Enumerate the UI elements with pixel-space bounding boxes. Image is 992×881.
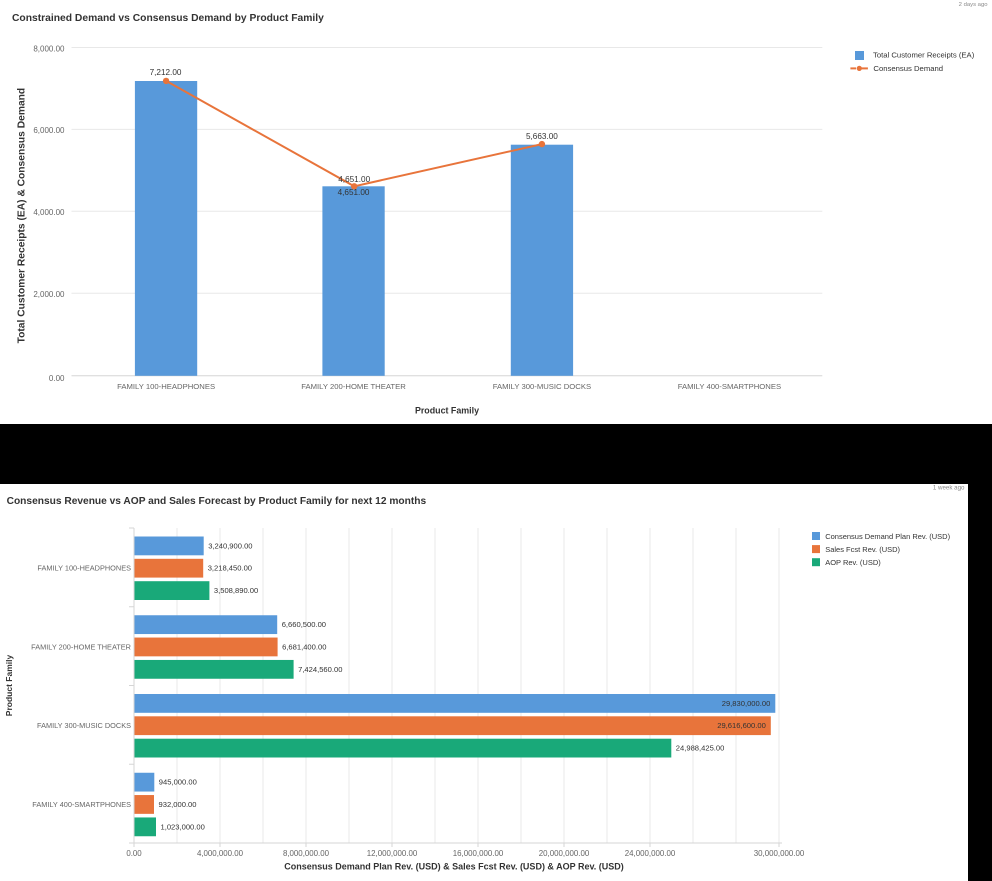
svg-text:Total Customer Receipts (EA): Total Customer Receipts (EA) xyxy=(873,50,975,59)
svg-text:945,000.00: 945,000.00 xyxy=(159,777,197,786)
svg-text:Total Customer Receipts (EA) &: Total Customer Receipts (EA) & Consensus… xyxy=(17,88,28,344)
svg-text:Consensus Revenue vs AOP and S: Consensus Revenue vs AOP and Sales Forec… xyxy=(7,496,427,507)
svg-text:0.00: 0.00 xyxy=(49,374,65,383)
svg-text:3,508,890.00: 3,508,890.00 xyxy=(214,586,258,595)
svg-text:0.00: 0.00 xyxy=(126,849,142,858)
svg-text:1 week ago: 1 week ago xyxy=(933,484,965,491)
svg-text:FAMILY 100-HEADPHONES: FAMILY 100-HEADPHONES xyxy=(37,563,131,572)
svg-text:Consensus Demand Plan Rev. (US: Consensus Demand Plan Rev. (USD) & Sales… xyxy=(284,861,624,871)
svg-text:6,681,400.00: 6,681,400.00 xyxy=(282,642,326,651)
svg-text:FAMILY 100-HEADPHONES: FAMILY 100-HEADPHONES xyxy=(117,382,215,391)
svg-text:4,651.00: 4,651.00 xyxy=(338,188,370,197)
svg-text:Sales Fcst Rev. (USD): Sales Fcst Rev. (USD) xyxy=(825,544,900,553)
svg-text:FAMILY 200-HOME THEATER: FAMILY 200-HOME THEATER xyxy=(301,382,406,391)
svg-text:3,218,450.00: 3,218,450.00 xyxy=(208,563,252,572)
svg-text:932,000.00: 932,000.00 xyxy=(159,800,197,809)
svg-text:4,000,000.00: 4,000,000.00 xyxy=(197,849,244,858)
svg-text:24,000,000.00: 24,000,000.00 xyxy=(625,849,676,858)
svg-text:FAMILY 300-MUSIC DOCKS: FAMILY 300-MUSIC DOCKS xyxy=(37,721,131,730)
svg-text:1,023,000.00: 1,023,000.00 xyxy=(161,822,205,831)
svg-text:6,000.00: 6,000.00 xyxy=(33,126,65,135)
svg-text:Product Family: Product Family xyxy=(415,406,479,416)
svg-text:16,000,000.00: 16,000,000.00 xyxy=(453,849,504,858)
svg-text:FAMILY 200-HOME THEATER: FAMILY 200-HOME THEATER xyxy=(31,642,131,651)
svg-text:FAMILY 300-MUSIC DOCKS: FAMILY 300-MUSIC DOCKS xyxy=(493,382,591,391)
svg-text:AOP Rev. (USD): AOP Rev. (USD) xyxy=(825,558,881,567)
svg-text:8,000,000.00: 8,000,000.00 xyxy=(283,849,330,858)
svg-text:Constrained Demand vs Consensu: Constrained Demand vs Consensus Demand b… xyxy=(12,13,324,24)
svg-text:30,000,000.00: 30,000,000.00 xyxy=(754,849,805,858)
svg-text:24,988,425.00: 24,988,425.00 xyxy=(676,743,725,752)
svg-text:FAMILY 400-SMARTPHONES: FAMILY 400-SMARTPHONES xyxy=(678,382,781,391)
svg-text:Product Family: Product Family xyxy=(4,654,14,716)
svg-text:20,000,000.00: 20,000,000.00 xyxy=(539,849,590,858)
svg-text:2 days ago: 2 days ago xyxy=(959,2,989,8)
svg-text:4,000.00: 4,000.00 xyxy=(33,208,65,217)
svg-text:2,000.00: 2,000.00 xyxy=(33,290,65,299)
svg-text:12,000,000.00: 12,000,000.00 xyxy=(367,849,418,858)
svg-text:Consensus Demand: Consensus Demand xyxy=(873,64,943,73)
svg-text:5,663.00: 5,663.00 xyxy=(526,132,558,141)
svg-text:8,000.00: 8,000.00 xyxy=(33,44,65,53)
svg-text:FAMILY 400-SMARTPHONES: FAMILY 400-SMARTPHONES xyxy=(32,800,131,809)
svg-text:7,424,560.00: 7,424,560.00 xyxy=(298,664,342,673)
svg-text:7,212.00: 7,212.00 xyxy=(150,68,182,77)
svg-text:4,651.00: 4,651.00 xyxy=(338,175,370,184)
svg-text:3,240,900.00: 3,240,900.00 xyxy=(208,541,252,550)
svg-text:29,830,000.00: 29,830,000.00 xyxy=(722,698,771,707)
svg-text:Consensus Demand Plan Rev. (US: Consensus Demand Plan Rev. (USD) xyxy=(825,531,950,540)
svg-text:29,616,600.00: 29,616,600.00 xyxy=(717,721,766,730)
svg-text:6,660,500.00: 6,660,500.00 xyxy=(282,620,326,629)
